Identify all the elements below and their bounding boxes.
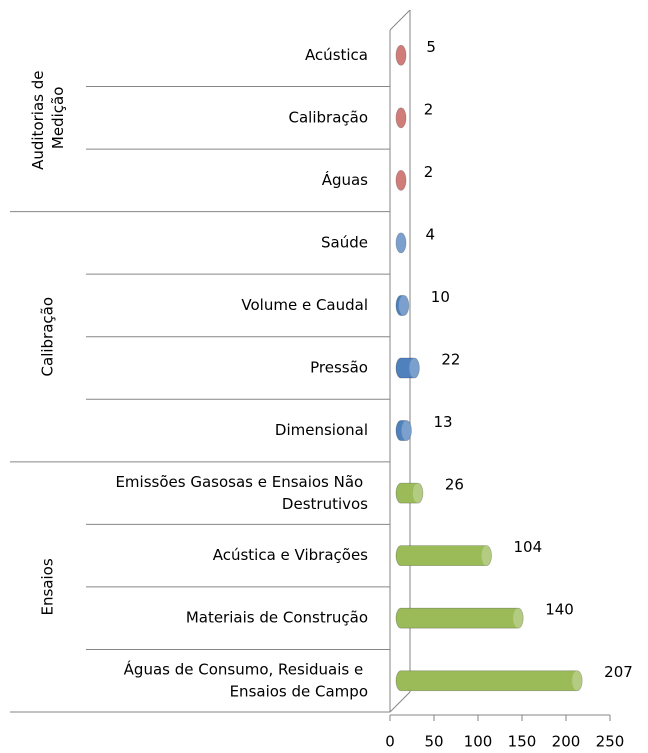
x-tick-label: 200 bbox=[552, 733, 581, 751]
category-label: Águas de Consumo, Residuais e Ensaios de… bbox=[124, 659, 368, 700]
bar bbox=[395, 169, 407, 191]
value-label: 22 bbox=[441, 351, 460, 369]
category-label: Volume e Caudal bbox=[241, 296, 368, 314]
value-label: 140 bbox=[545, 601, 574, 619]
category-label: Águas bbox=[322, 170, 368, 189]
value-label: 5 bbox=[426, 38, 436, 56]
value-label: 2 bbox=[424, 100, 434, 118]
bar bbox=[395, 545, 492, 567]
x-tick-label: 100 bbox=[464, 733, 493, 751]
category-label: Pressão bbox=[310, 359, 368, 377]
bar bbox=[395, 107, 407, 129]
category-label: Acústica bbox=[305, 46, 368, 64]
x-tick-label: 50 bbox=[424, 733, 443, 751]
bar-cap bbox=[513, 608, 524, 629]
group-label: Calibração bbox=[39, 297, 57, 377]
value-label: 207 bbox=[604, 663, 633, 681]
bar-cap bbox=[572, 670, 583, 691]
bar bbox=[395, 420, 412, 441]
value-label: 13 bbox=[433, 413, 452, 431]
x-tick-label: 150 bbox=[508, 733, 537, 751]
x-tick-label: 250 bbox=[596, 733, 625, 751]
group-label: Ensaios bbox=[39, 558, 57, 615]
bar-cap bbox=[412, 483, 423, 504]
bar-cap bbox=[396, 45, 406, 66]
bar-cap bbox=[481, 545, 492, 566]
bar-cap bbox=[409, 358, 420, 378]
bar bbox=[395, 670, 583, 692]
x-tick-label: 0 bbox=[385, 733, 395, 751]
axis-depth-top bbox=[389, 9, 411, 31]
value-label: 10 bbox=[431, 288, 450, 306]
value-label: 2 bbox=[424, 163, 434, 181]
bar bbox=[395, 295, 410, 316]
bar bbox=[395, 232, 407, 254]
bar-cap bbox=[396, 232, 406, 253]
bar bbox=[395, 607, 524, 629]
category-label: Dimensional bbox=[275, 421, 368, 439]
value-label: 26 bbox=[445, 476, 464, 494]
axis-depth-bottom bbox=[389, 691, 411, 713]
category-label: Materiais de Construção bbox=[186, 609, 368, 627]
group-label: Auditorias de Medição bbox=[29, 66, 67, 170]
category-label: Calibração bbox=[289, 108, 369, 126]
category-label: Acústica e Vibrações bbox=[213, 546, 368, 564]
category-label: Emissões Gasosas e Ensaios Não Destrutiv… bbox=[115, 473, 368, 513]
bar-cap bbox=[396, 170, 406, 191]
bar bbox=[395, 44, 407, 66]
value-label: 104 bbox=[514, 538, 543, 556]
bar bbox=[395, 357, 420, 379]
bar-cap bbox=[396, 107, 406, 128]
bar-cap bbox=[398, 295, 409, 316]
category-label: Saúde bbox=[321, 233, 368, 251]
bar bbox=[395, 482, 424, 504]
value-label: 4 bbox=[426, 225, 436, 243]
bar-cap bbox=[401, 420, 412, 441]
